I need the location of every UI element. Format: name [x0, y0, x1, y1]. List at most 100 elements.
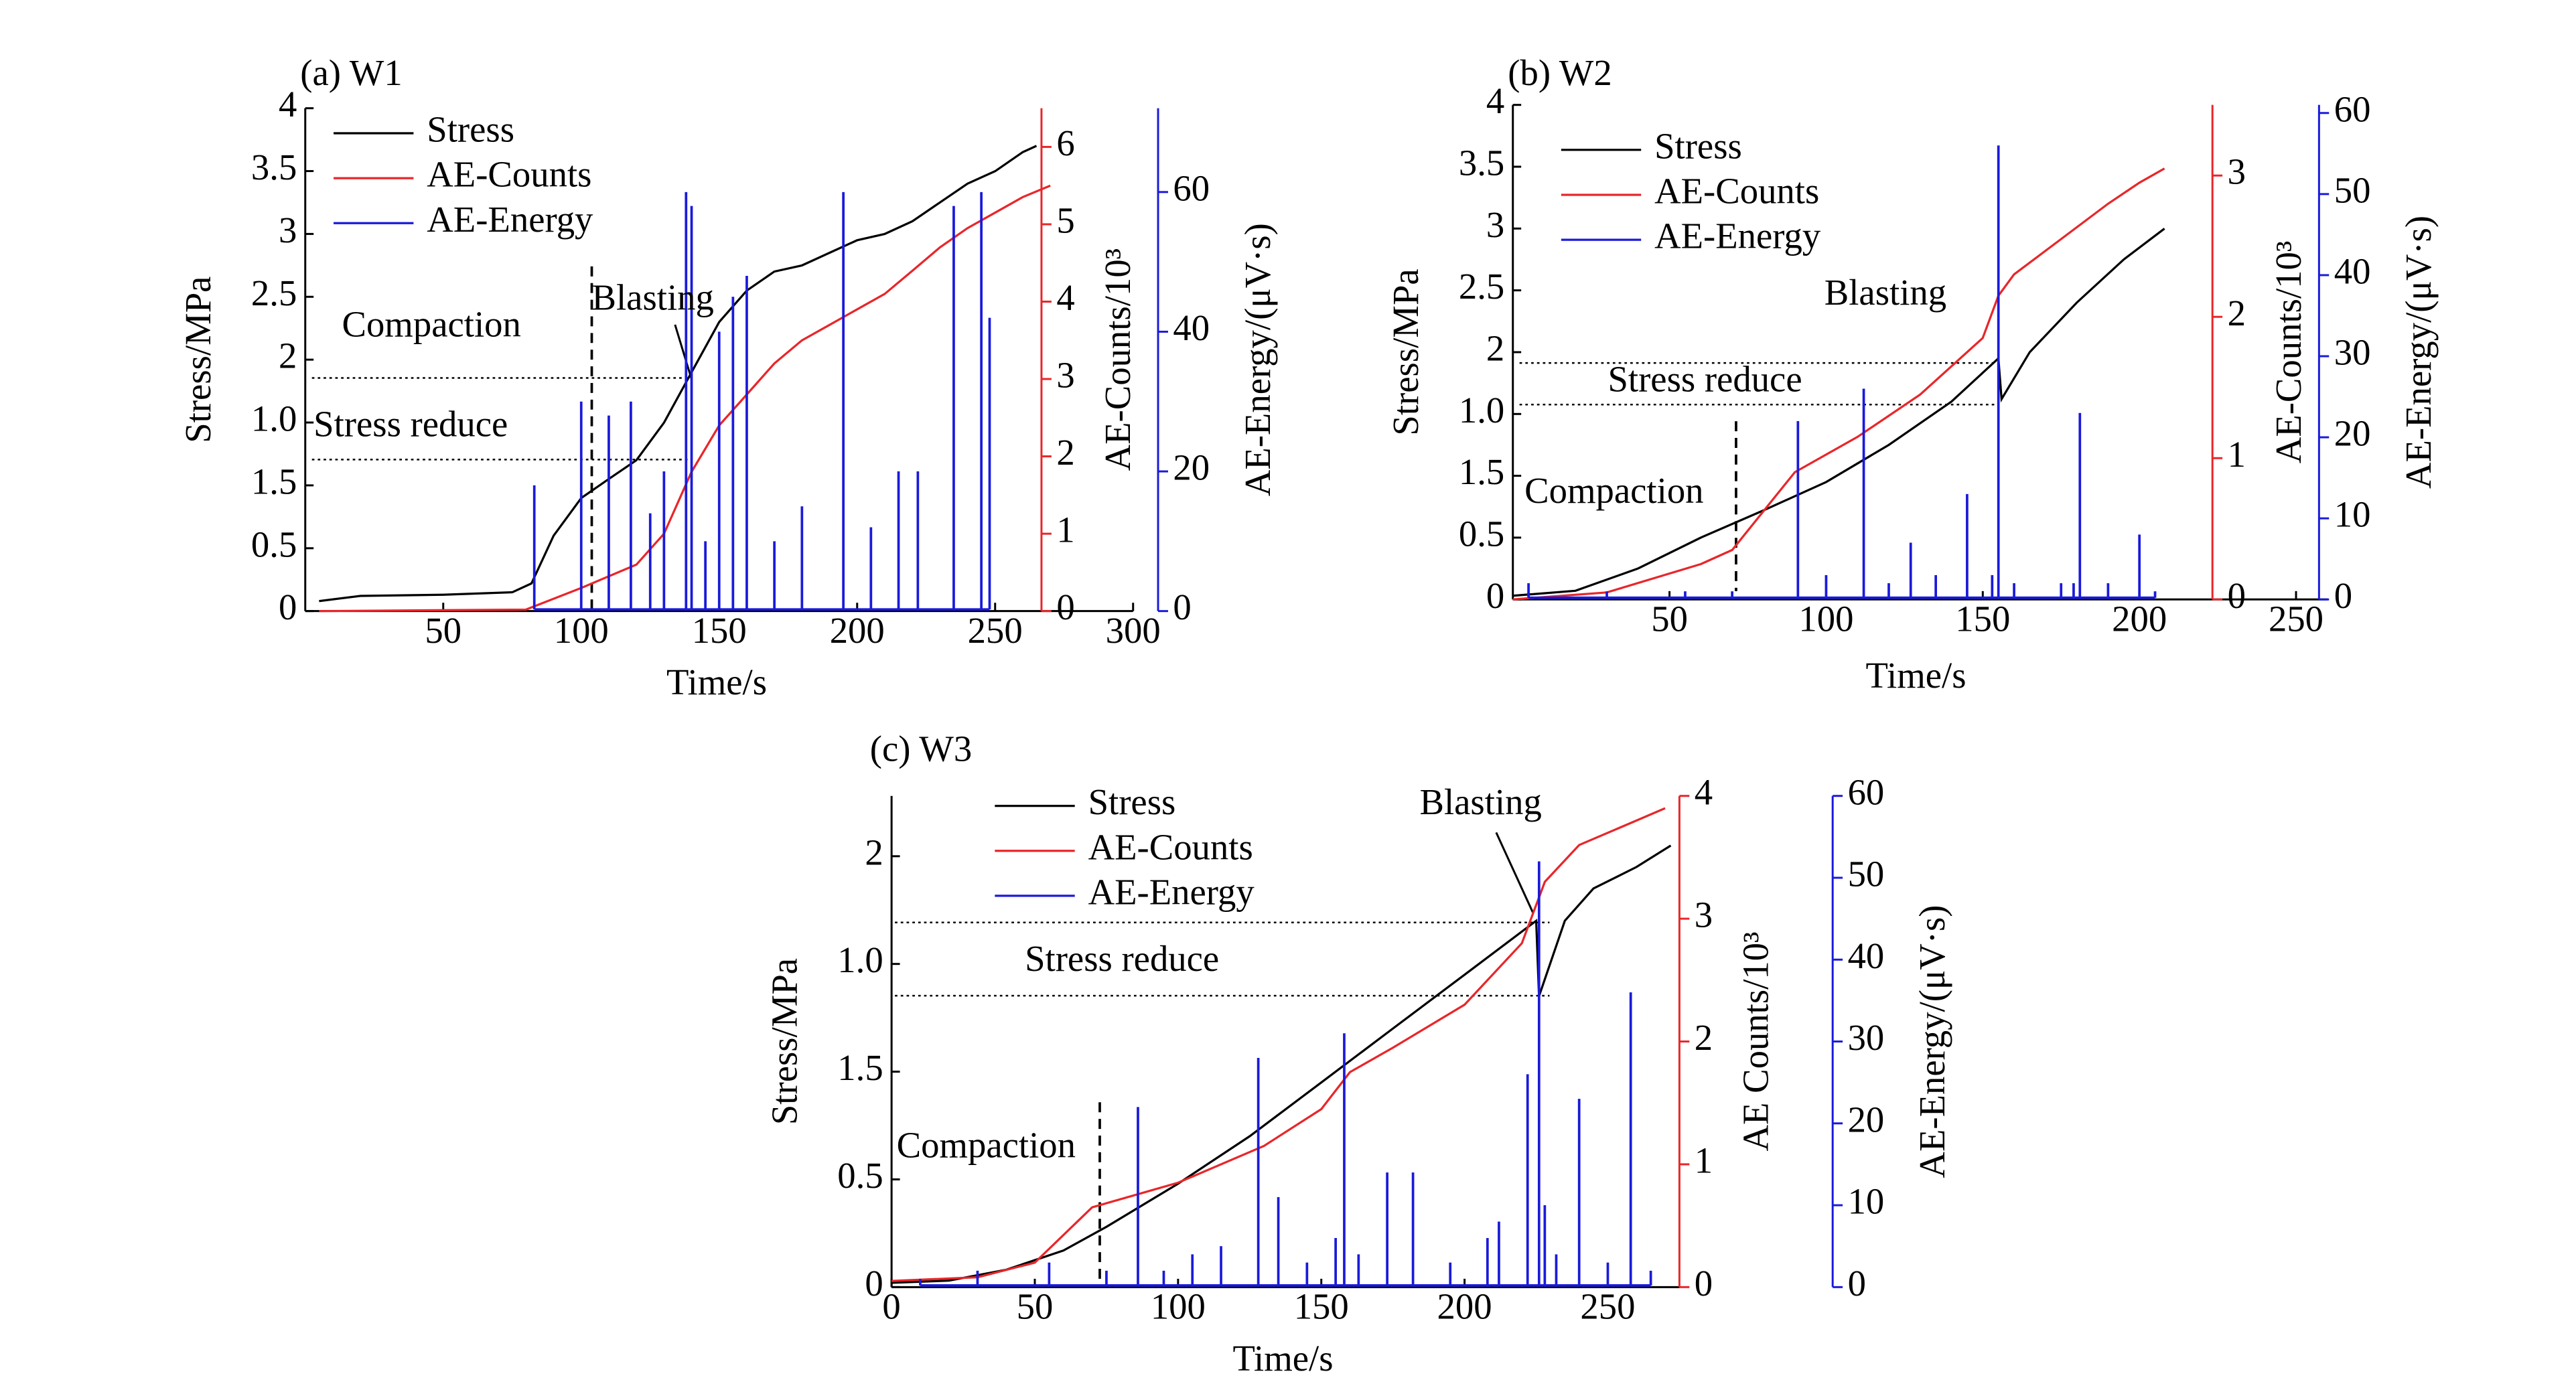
- x-axis-title: Time/s: [1233, 1338, 1334, 1379]
- x-axis-title: Time/s: [1866, 655, 1966, 696]
- annotation: Blasting: [1824, 272, 1946, 313]
- x-tick-label: 250: [968, 610, 1023, 651]
- x-tick-label: 250: [1580, 1286, 1635, 1327]
- y-tick-label: 2: [279, 335, 297, 376]
- x-axis-title: Time/s: [666, 662, 767, 702]
- annotation: Stress reduce: [1025, 938, 1219, 979]
- leader-line: [1495, 832, 1534, 913]
- y3-tick-label: 50: [1848, 854, 1885, 895]
- y3-tick-label: 60: [1848, 771, 1885, 812]
- series-line: [1512, 228, 2165, 597]
- y-tick-label: 2.5: [251, 273, 297, 313]
- x-tick-label: 200: [830, 610, 885, 651]
- annotation: Stress reduce: [313, 404, 508, 445]
- x-tick-label: 0: [882, 1286, 900, 1327]
- legend-label: AE-Energy: [1088, 871, 1255, 912]
- y2-axis-title: AE-Counts/10³: [2268, 241, 2309, 463]
- x-tick-label: 150: [1955, 599, 2010, 639]
- y3-tick-label: 30: [1848, 1017, 1885, 1058]
- chart-title: (b) W2: [1508, 52, 1612, 93]
- y2-tick-label: 1: [1056, 510, 1074, 550]
- y3-tick-label: 40: [2334, 251, 2371, 292]
- x-tick-label: 250: [2269, 599, 2323, 639]
- y2-tick-label: 5: [1056, 200, 1074, 241]
- y-tick-label: 3.5: [251, 147, 297, 187]
- y3-axis-title: AE-Energy/(μV·s): [2398, 216, 2439, 489]
- y3-tick-label: 20: [1848, 1099, 1885, 1140]
- y2-tick-label: 2: [2228, 293, 2246, 333]
- x-tick-label: 50: [1017, 1286, 1054, 1327]
- chart-title: (c) W3: [870, 728, 972, 769]
- x-tick-label: 200: [2112, 599, 2167, 639]
- y2-tick-label: 0: [1056, 587, 1074, 627]
- y2-tick-label: 6: [1056, 123, 1074, 163]
- y2-tick-label: 1: [1695, 1140, 1713, 1180]
- y-tick-label: 0.5: [1459, 514, 1504, 554]
- y2-tick-label: 4: [1695, 771, 1713, 812]
- y2-tick-label: 3: [2228, 151, 2246, 192]
- leader-line: [674, 324, 693, 380]
- y-tick-label: 4: [279, 84, 297, 125]
- y-tick-label: 4: [1486, 80, 1504, 121]
- y-tick-label: 1.5: [1459, 451, 1504, 492]
- legend-label: AE-Counts: [1088, 826, 1253, 867]
- series-line: [891, 844, 1672, 1284]
- chart: 50 100 150 200 25000.51.51.022.533.540123010…: [1385, 52, 2439, 696]
- y3-tick-label: 0: [2334, 575, 2352, 616]
- legend-label: AE-Energy: [1654, 216, 1821, 256]
- y2-tick-label: 3: [1056, 355, 1074, 396]
- y-tick-label: 2: [865, 832, 883, 872]
- y3-tick-label: 60: [2334, 88, 2371, 129]
- y3-tick-label: 0: [1848, 1263, 1866, 1304]
- y-tick-label: 1.0: [251, 398, 297, 439]
- x-tick-label: 150: [1294, 1286, 1349, 1327]
- x-tick-label: 50: [1651, 599, 1688, 639]
- y2-tick-label: 2: [1695, 1017, 1713, 1058]
- x-tick-label: 300: [1106, 610, 1161, 651]
- y3-tick-label: 10: [2334, 494, 2371, 535]
- y2-tick-label: 3: [1695, 895, 1713, 935]
- decorations: [311, 266, 1999, 1282]
- x-tick-label: 100: [554, 610, 609, 651]
- legend-label: AE-Energy: [427, 199, 593, 240]
- y-tick-label: 0: [279, 587, 297, 627]
- y2-tick-label: 1: [2228, 434, 2246, 475]
- y-tick-label: 2: [1486, 328, 1504, 369]
- y3-tick-label: 30: [2334, 332, 2371, 373]
- y2-axis-title: AE-Counts/10³: [1097, 248, 1138, 471]
- y2-axis-title: AE Counts/10³: [1735, 932, 1776, 1152]
- x-tick-label: 50: [425, 610, 461, 651]
- legend-label: Stress: [1088, 781, 1176, 822]
- y-tick-label: 0: [1486, 575, 1504, 616]
- y-tick-label: 0.5: [837, 1155, 883, 1196]
- y2-tick-label: 4: [1056, 277, 1074, 318]
- series-line: [891, 807, 1666, 1282]
- chart: 0 50 100 150 200 25000.51.51.0201234010203040…: [764, 728, 1952, 1379]
- y3-tick-label: 60: [1173, 167, 1210, 208]
- y3-tick-label: 0: [1173, 587, 1191, 627]
- y3-tick-label: 20: [1173, 447, 1210, 488]
- legend-label: AE-Counts: [1654, 171, 1819, 212]
- y-tick-label: 1.5: [251, 461, 297, 501]
- y-axis-title: Stress/MPa: [1385, 268, 1426, 435]
- y3-tick-label: 40: [1173, 307, 1210, 348]
- y-tick-label: 2.5: [1459, 266, 1504, 307]
- y-tick-label: 0.5: [251, 524, 297, 564]
- y2-tick-label: 0: [2228, 575, 2246, 616]
- x-tick-label: 100: [1798, 599, 1853, 639]
- annotation: Blasting: [592, 277, 714, 318]
- legend-label: Stress: [1654, 125, 1742, 166]
- legend-label: Stress: [427, 109, 514, 150]
- y-tick-label: 3.5: [1459, 143, 1504, 183]
- legend-label: AE-Counts: [427, 154, 591, 195]
- y-axis-title: Stress/MPa: [764, 958, 805, 1125]
- y-tick-label: 0: [865, 1263, 883, 1304]
- y3-tick-label: 40: [1848, 935, 1885, 976]
- y3-tick-label: 50: [2334, 169, 2371, 210]
- y3-axis-title: AE-Energy/(μV·s): [1237, 223, 1278, 496]
- y3-tick-label: 10: [1848, 1181, 1885, 1222]
- y-tick-label: 1.5: [837, 1047, 883, 1088]
- annotation: Compaction: [1524, 470, 1703, 511]
- y3-axis-title: AE-Energy/(μV·s): [1912, 905, 1952, 1178]
